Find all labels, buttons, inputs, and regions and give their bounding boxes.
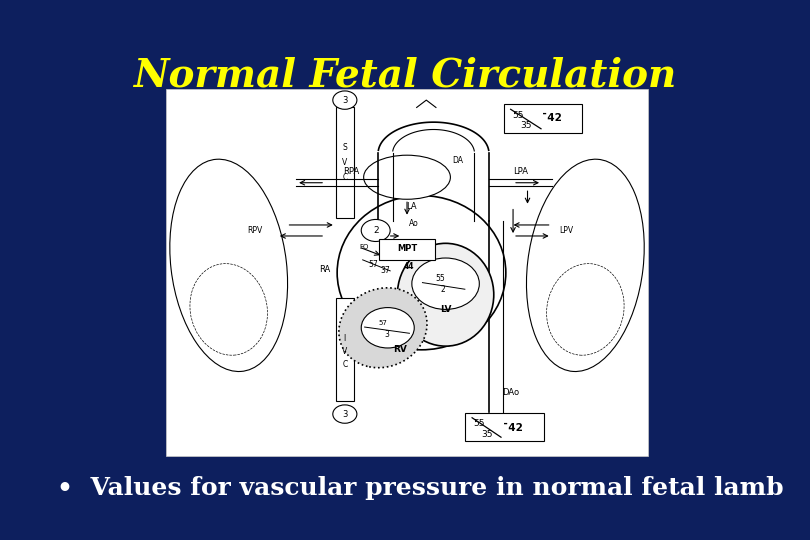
FancyBboxPatch shape	[379, 239, 435, 260]
Text: V: V	[343, 158, 347, 167]
Text: DAo: DAo	[502, 388, 519, 396]
FancyBboxPatch shape	[504, 104, 582, 133]
Text: 35: 35	[520, 122, 532, 130]
Text: S: S	[343, 143, 347, 152]
Text: 57: 57	[369, 260, 378, 269]
Text: RPA: RPA	[343, 167, 360, 176]
Text: LV: LV	[440, 305, 451, 314]
Text: LA: LA	[407, 202, 417, 211]
Text: 3: 3	[342, 96, 347, 105]
Ellipse shape	[337, 195, 505, 350]
Bar	[335, 299, 354, 401]
Text: RV: RV	[393, 345, 407, 354]
Text: •  Values for vascular pressure in normal fetal lamb: • Values for vascular pressure in normal…	[57, 476, 783, 500]
Text: ¯42: ¯42	[542, 113, 562, 124]
Text: 2: 2	[441, 285, 446, 294]
Text: RPV: RPV	[247, 226, 262, 235]
Circle shape	[361, 219, 390, 241]
Circle shape	[333, 405, 357, 423]
Text: 3: 3	[385, 330, 390, 339]
Text: RA: RA	[319, 265, 330, 274]
Text: 57: 57	[378, 320, 387, 326]
Text: 55: 55	[435, 274, 445, 283]
Text: I: I	[343, 334, 346, 343]
Text: 55: 55	[512, 111, 523, 120]
Text: 37: 37	[381, 266, 390, 275]
Text: C: C	[343, 360, 347, 369]
Bar	[335, 107, 354, 218]
Text: ¯42: ¯42	[504, 423, 523, 433]
Circle shape	[411, 258, 480, 309]
Text: MPT: MPT	[397, 244, 417, 253]
Text: V: V	[343, 347, 347, 356]
Text: 3: 3	[342, 409, 347, 418]
Circle shape	[333, 91, 357, 109]
Text: C: C	[343, 173, 347, 182]
Ellipse shape	[339, 288, 427, 368]
Text: 35: 35	[482, 430, 493, 439]
Text: Ao: Ao	[409, 219, 419, 228]
Text: LPA: LPA	[513, 167, 528, 176]
Ellipse shape	[398, 244, 494, 346]
Ellipse shape	[364, 155, 450, 199]
Text: DA: DA	[452, 156, 463, 165]
FancyBboxPatch shape	[166, 89, 648, 456]
Text: Normal Fetal Circulation: Normal Fetal Circulation	[134, 57, 676, 94]
Text: 55: 55	[474, 420, 485, 428]
Text: 44: 44	[404, 261, 415, 271]
Circle shape	[361, 308, 414, 348]
Text: LPV: LPV	[559, 226, 573, 235]
Text: FO: FO	[359, 244, 369, 250]
FancyBboxPatch shape	[465, 413, 544, 441]
Text: 2: 2	[373, 226, 378, 235]
